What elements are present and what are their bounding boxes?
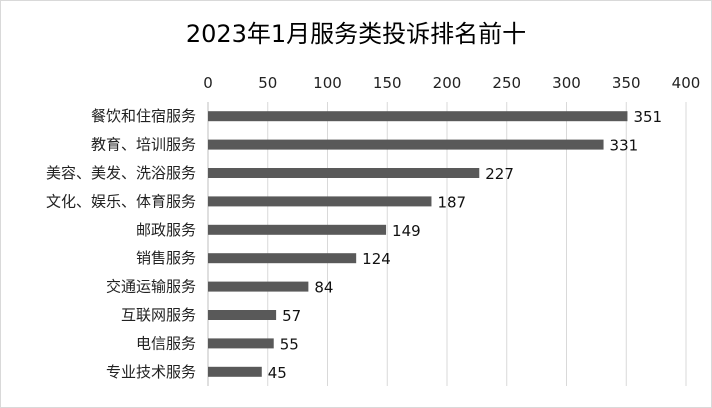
bar <box>208 139 604 150</box>
data-label: 84 <box>314 279 333 297</box>
bar <box>208 281 309 292</box>
bar <box>208 366 262 377</box>
category-label: 销售服务 <box>136 249 196 267</box>
x-tick-label: 400 <box>672 74 701 92</box>
category-label: 互联网服务 <box>121 306 196 324</box>
category-label: 邮政服务 <box>136 221 196 239</box>
data-label: 331 <box>610 137 639 155</box>
category-label: 电信服务 <box>136 334 196 352</box>
bar <box>208 168 480 178</box>
category-label: 教育、培训服务 <box>91 136 196 154</box>
x-tick-label: 0 <box>203 74 213 92</box>
data-label: 227 <box>485 165 514 183</box>
x-tick-label: 200 <box>433 74 462 92</box>
x-tick-label: 150 <box>373 74 402 92</box>
category-label: 美容、美发、洗浴服务 <box>46 164 196 182</box>
chart-title: 2023年1月服务类投诉排名前十 <box>185 20 527 48</box>
x-tick-label: 350 <box>612 74 641 92</box>
x-tick-label: 50 <box>258 74 277 92</box>
bar <box>208 196 432 207</box>
data-label: 55 <box>280 335 299 353</box>
x-tick-label: 100 <box>313 74 342 92</box>
x-tick-label: 250 <box>492 74 521 92</box>
data-label: 45 <box>268 364 287 382</box>
category-label: 文化、娱乐、体育服务 <box>46 192 196 210</box>
category-label: 交通运输服务 <box>106 278 196 296</box>
data-label: 351 <box>633 108 662 126</box>
bar <box>208 338 274 349</box>
data-label: 57 <box>282 307 301 325</box>
bar <box>208 111 628 122</box>
bar <box>208 310 277 320</box>
bar <box>208 224 387 235</box>
category-label: 餐饮和住宿服务 <box>91 107 196 125</box>
category-label: 专业技术服务 <box>106 363 196 381</box>
x-tick-label: 300 <box>552 74 581 92</box>
data-label: 124 <box>362 250 391 268</box>
data-label: 187 <box>437 193 466 211</box>
bar <box>208 253 357 264</box>
data-label: 149 <box>392 222 421 240</box>
